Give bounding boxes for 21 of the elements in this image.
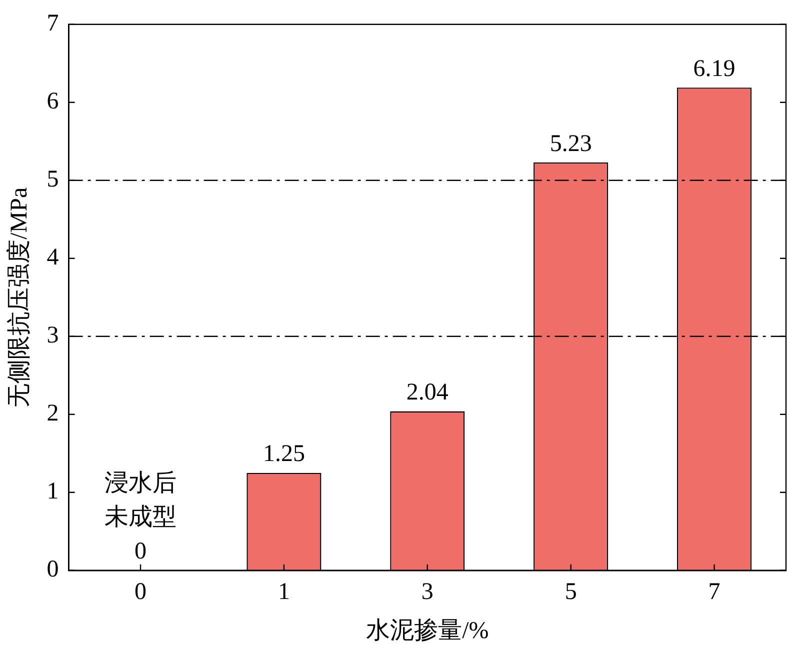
data-label: 5.23 (550, 130, 592, 157)
y-tick-label: 3 (46, 322, 59, 349)
y-tick-label: 4 (46, 244, 59, 271)
y-tick-label: 2 (46, 400, 59, 427)
x-axis-title: 水泥掺量/% (366, 618, 489, 644)
annotation: 浸水后未成型 (104, 470, 177, 531)
x-tick-label: 0 (134, 579, 147, 606)
y-tick-label: 0 (46, 556, 59, 583)
y-tick-label: 7 (46, 10, 59, 37)
y-tick-label: 5 (46, 166, 59, 193)
y-axis-title: 无侧限抗压强度/MPa (6, 187, 33, 408)
data-label: 6.19 (693, 56, 736, 82)
x-tick-label: 3 (421, 579, 434, 606)
data-label: 2.04 (406, 380, 448, 406)
x-tick-label: 1 (278, 579, 290, 606)
x-tick-label: 5 (564, 579, 577, 606)
y-tick-label: 6 (46, 88, 59, 115)
data-label: 1.25 (262, 441, 305, 468)
y-tick-label: 1 (46, 478, 59, 505)
data-label: 0 (134, 538, 147, 565)
x-tick-label: 7 (708, 579, 720, 606)
